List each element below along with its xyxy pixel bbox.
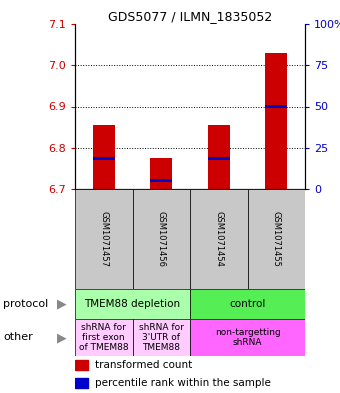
Text: shRNA for
first exon
of TMEM88: shRNA for first exon of TMEM88 [79,323,129,353]
Text: GSM1071454: GSM1071454 [214,211,223,267]
Text: ▶: ▶ [56,298,66,310]
Text: shRNA for
3'UTR of
TMEM88: shRNA for 3'UTR of TMEM88 [139,323,184,353]
Bar [93,125,115,189]
Bar [150,158,172,189]
Bar [75,289,190,319]
Bar [133,189,190,289]
Bar [208,157,230,160]
Bar [190,289,305,319]
Bar [75,360,88,370]
Text: TMEM88 depletion: TMEM88 depletion [84,299,181,309]
Text: GSM1071456: GSM1071456 [157,211,166,267]
Bar [133,319,190,356]
Bar [75,319,133,356]
Text: other: other [3,332,33,343]
Bar [190,319,305,356]
Bar [150,179,172,182]
Text: control: control [229,299,266,309]
Bar [75,378,88,387]
Bar [265,105,287,108]
Text: protocol: protocol [3,299,49,309]
Bar [248,189,305,289]
Text: GSM1071455: GSM1071455 [272,211,281,267]
Text: ▶: ▶ [56,331,66,344]
Bar [190,189,248,289]
Bar [208,125,230,189]
Text: GSM1071457: GSM1071457 [99,211,108,267]
Text: percentile rank within the sample: percentile rank within the sample [95,378,270,387]
Title: GDS5077 / ILMN_1835052: GDS5077 / ILMN_1835052 [108,10,272,23]
Bar [75,189,133,289]
Bar [265,53,287,189]
Text: non-targetting
shRNA: non-targetting shRNA [215,328,280,347]
Text: transformed count: transformed count [95,360,192,370]
Bar [93,157,115,160]
